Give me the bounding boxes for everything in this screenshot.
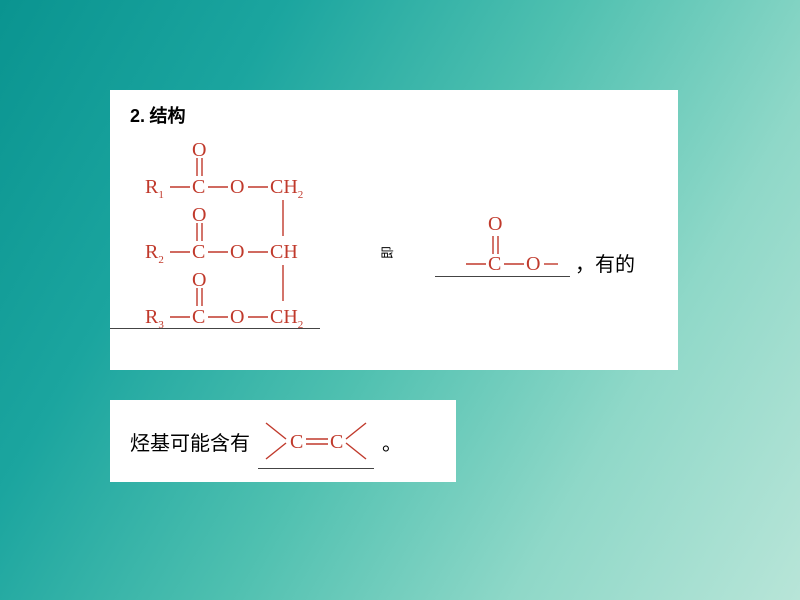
r3-Odbl: O	[192, 269, 206, 291]
r3-O: O	[230, 306, 244, 328]
r2-C: C	[192, 241, 205, 263]
cc-C1: C	[290, 431, 303, 453]
trailing-text: ，有的	[575, 248, 635, 277]
structure-panel: 2. 结构 R1 C O O CH2 R2	[110, 90, 678, 370]
r1-O: O	[230, 176, 244, 198]
r1-label: R1	[145, 176, 164, 201]
panel2-suffix: 。	[382, 427, 402, 456]
r2-O: O	[230, 241, 244, 263]
formula-underline-lead	[110, 328, 130, 329]
cc-double-bond: C C	[256, 411, 376, 471]
r3-C: C	[192, 306, 205, 328]
r2-Odbl: O	[192, 204, 206, 226]
heading-row: 2. 结构	[130, 102, 658, 128]
r2-label: R2	[145, 241, 164, 266]
ester-O-dbl: O	[488, 213, 502, 235]
formula-row: R1 C O O CH2 R2 C O	[130, 128, 658, 358]
alkene-panel: 烃基可能含有 C C 。	[110, 400, 456, 482]
cc-C2: C	[330, 431, 343, 453]
cc-underline	[258, 468, 374, 469]
r1-CH: CH2	[270, 176, 303, 201]
ester-C: C	[488, 253, 501, 275]
cc-double-bond-wrap: C C	[256, 411, 376, 471]
heading-number: 2.	[130, 106, 145, 126]
middle-char: 即	[377, 246, 396, 259]
ester-underline	[435, 276, 570, 277]
heading-title: 结构	[149, 106, 185, 126]
formula-underline	[130, 328, 320, 329]
panel2-prefix: 烃基可能含有	[130, 427, 250, 456]
ester-O-tail: O	[526, 253, 540, 275]
r1-Odbl: O	[192, 139, 206, 161]
r1-C: C	[192, 176, 205, 198]
triglyceride-structure: R1 C O O CH2 R2 C O	[130, 128, 360, 348]
r2-CH: CH	[270, 241, 298, 263]
